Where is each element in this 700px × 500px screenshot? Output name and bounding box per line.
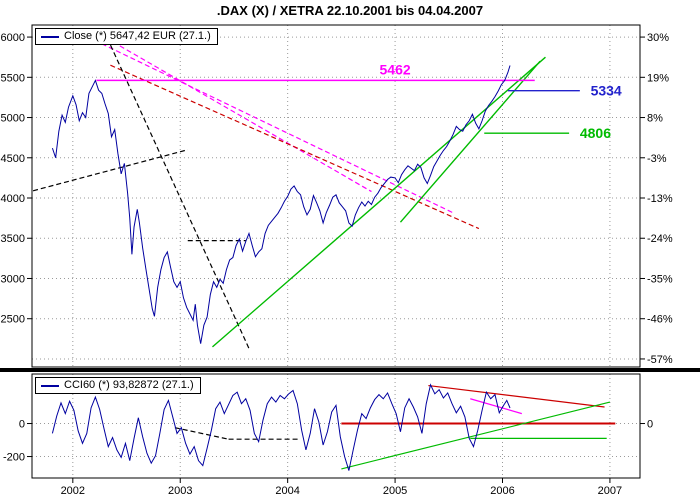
level-label-5334: 5334 (591, 83, 622, 99)
y-axis-label-left: 5000 (1, 113, 25, 125)
trendline (341, 401, 611, 470)
x-axis-label: 2003 (168, 485, 192, 497)
y-axis-label-left: 3500 (1, 233, 25, 245)
level-label-4806: 4806 (580, 125, 611, 141)
y-axis-label-right: 30% (647, 32, 669, 44)
panel-border (31, 24, 641, 368)
legend-close: Close (*) 5647,42 EUR (27.1.) (35, 28, 218, 45)
x-axis-label: 2005 (383, 485, 407, 497)
x-axis-label: 2002 (61, 485, 85, 497)
trendline (212, 56, 546, 348)
y-axis-label-right: -57% (647, 354, 673, 366)
trendline (470, 398, 523, 415)
y-axis-label-left: 6000 (1, 32, 25, 44)
trendline (110, 64, 480, 230)
y-axis-label-left: 4500 (1, 153, 25, 165)
y-axis-label-right: 19% (647, 72, 669, 84)
legend-cci: CCI60 (*) 93,82872 (27.1.) (35, 377, 201, 394)
y-axis-label-right: -13% (647, 193, 673, 205)
panel-border (31, 373, 641, 479)
y-axis-label-left: 5500 (1, 72, 25, 84)
y-axis-label-left: -200 (3, 452, 25, 464)
y-axis-label-right: 0 (647, 419, 653, 431)
y-axis-label-right: -24% (647, 233, 673, 245)
y-axis-label-right: -46% (647, 314, 673, 326)
series-Close (51, 65, 511, 344)
x-axis-label: 2006 (490, 485, 514, 497)
x-axis-label: 2004 (275, 485, 299, 497)
y-axis-label-right: -3% (647, 153, 667, 165)
trendline (72, 29, 455, 214)
x-axis-label: 2007 (598, 485, 622, 497)
chart-title: .DAX (X) / XETRA 22.10.2001 bis 04.04.20… (216, 3, 484, 18)
level-label-5462: 5462 (380, 61, 411, 77)
panel-separator (0, 368, 700, 372)
series-CCI60 (51, 383, 511, 471)
trendline (174, 427, 229, 440)
y-axis-label-right: -35% (647, 273, 673, 285)
close-line-swatch (41, 35, 59, 38)
y-axis-label-right: 8% (647, 113, 663, 125)
trendline (91, 29, 372, 193)
y-axis-label-left: 4000 (1, 193, 25, 205)
y-axis-label-left: 3000 (1, 273, 25, 285)
trendline (106, 37, 250, 349)
legend-cci-label: CCI60 (*) 93,82872 (27.1.) (64, 379, 194, 391)
legend-close-label: Close (*) 5647,42 EUR (27.1.) (64, 30, 211, 42)
cci-line-swatch (41, 384, 59, 387)
trendline (428, 384, 605, 408)
y-axis-label-left: 2500 (1, 314, 25, 326)
trendline (399, 60, 541, 223)
trendline (32, 149, 188, 192)
y-axis-label-left: 0 (19, 419, 25, 431)
